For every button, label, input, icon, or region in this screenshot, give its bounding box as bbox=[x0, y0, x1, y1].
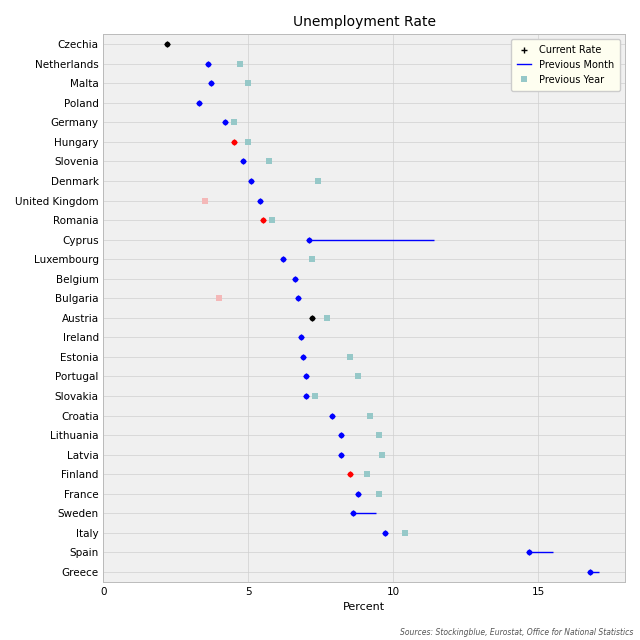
X-axis label: Percent: Percent bbox=[343, 602, 385, 612]
Legend: Current Rate, Previous Month, Previous Year: Current Rate, Previous Month, Previous Y… bbox=[511, 39, 620, 91]
Text: Sources: Stockingblue, Eurostat, Office for National Statistics: Sources: Stockingblue, Eurostat, Office … bbox=[400, 628, 634, 637]
Title: Unemployment Rate: Unemployment Rate bbox=[292, 15, 436, 29]
